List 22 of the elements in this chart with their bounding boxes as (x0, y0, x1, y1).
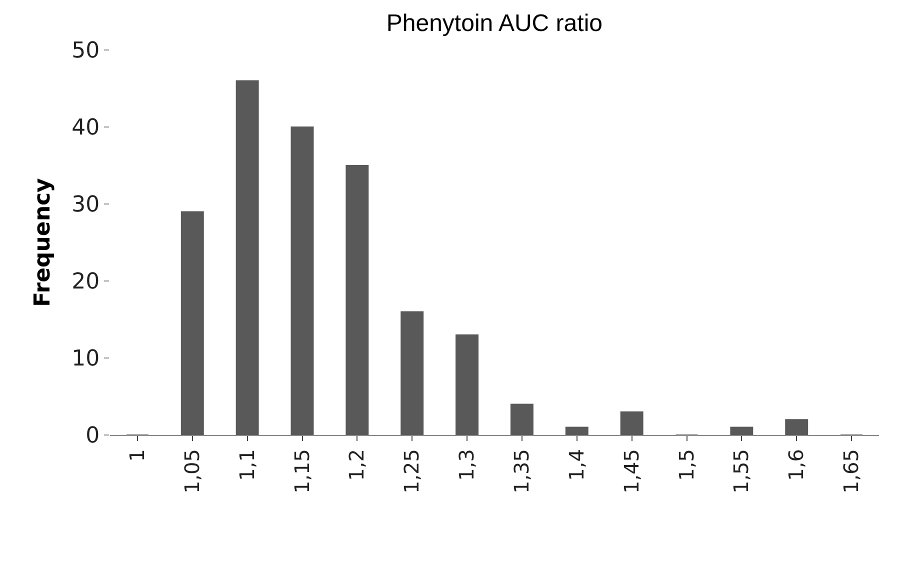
y-tick-label: 40 (72, 116, 100, 141)
y-axis-title: Frequency (30, 178, 56, 307)
x-tick-label: 1,4 (564, 449, 588, 481)
x-tick-label: 1,1 (234, 449, 259, 481)
x-tick-label: 1,2 (344, 449, 369, 481)
y-tick-label: 20 (72, 270, 100, 295)
x-tick-label: 1,6 (784, 449, 808, 481)
x-tick-label: 1,5 (674, 449, 698, 481)
x-tick-label: 1,35 (509, 449, 534, 494)
x-tick-label: 1,05 (180, 449, 204, 494)
x-tick-label: 1,45 (619, 449, 644, 494)
x-tick-label: 1,15 (290, 449, 314, 494)
y-tick-label: 30 (72, 192, 100, 218)
x-tick-label: 1,25 (400, 449, 424, 494)
x-tick-label: 1,55 (729, 449, 754, 494)
x-tick-label: 1,65 (839, 449, 864, 494)
x-tick-label: 1 (124, 449, 149, 462)
chart-title: Phenytoin AUC ratio (386, 10, 603, 38)
y-tick-label: 0 (86, 424, 100, 449)
y-tick-label: 50 (72, 38, 100, 64)
x-tick-label: 1,3 (454, 449, 479, 481)
y-tick-label: 10 (72, 346, 100, 372)
